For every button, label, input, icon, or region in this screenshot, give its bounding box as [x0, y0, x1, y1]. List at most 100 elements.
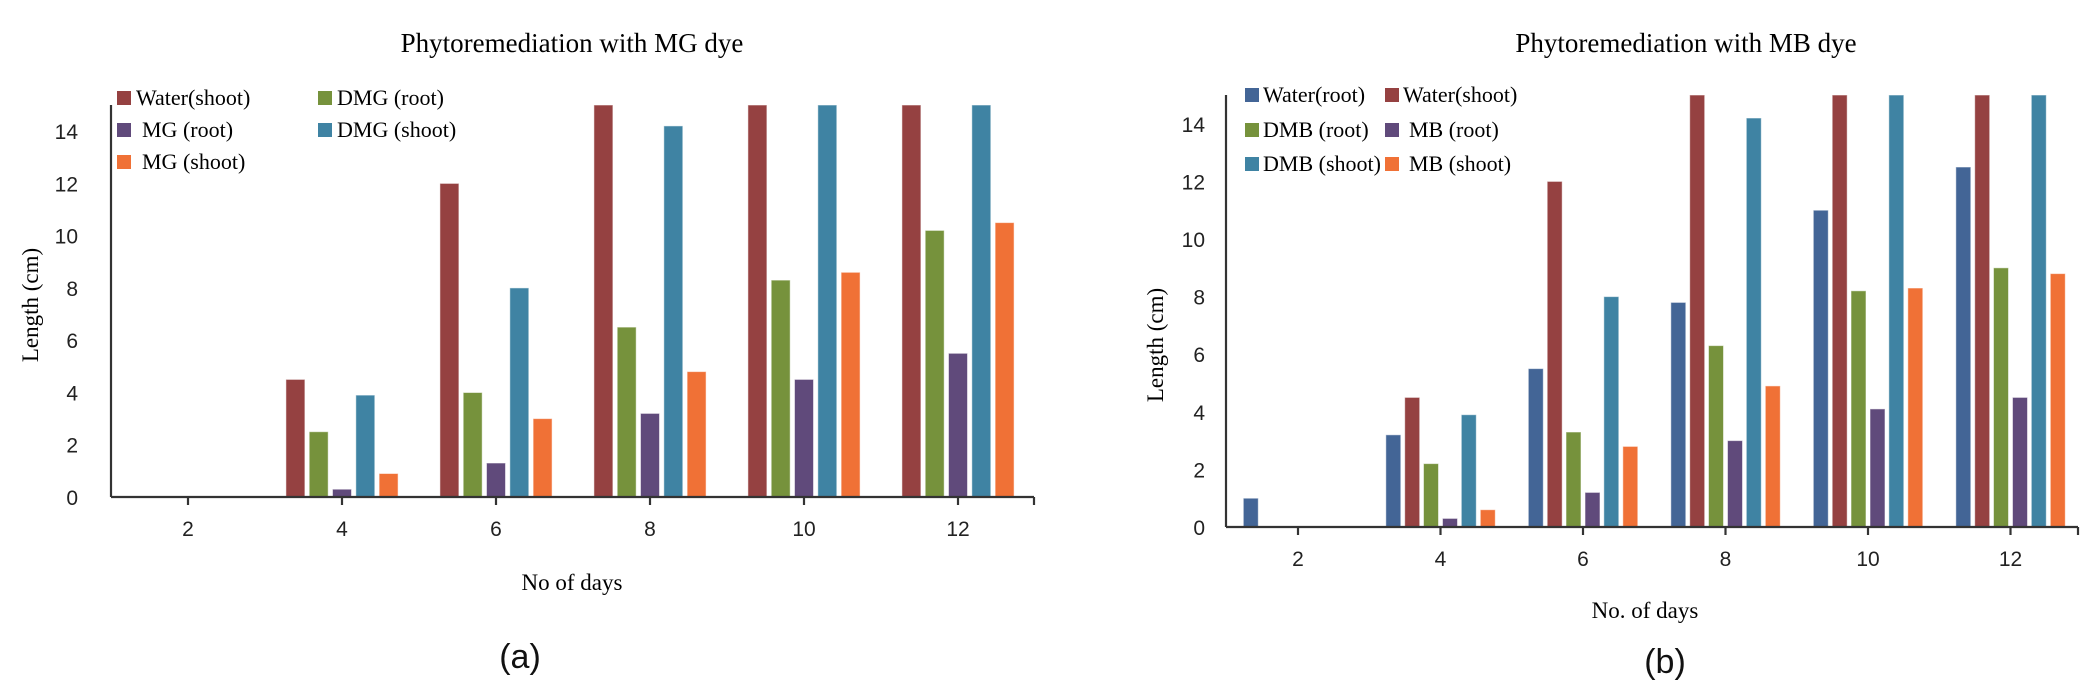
y-tick-label: 6: [1193, 344, 1205, 367]
bar-dmb-shoot-day-10: [1888, 94, 1905, 528]
legend-label: MG (shoot): [142, 149, 245, 174]
y-tick-labels: 0 2 4 6 8 10 12 14: [55, 121, 79, 510]
x-tick-label: 6: [490, 518, 502, 541]
y-axis-title: Length (cm): [18, 248, 43, 362]
legend-label: DMB (root): [1263, 117, 1369, 142]
bar-water-root-day-2: [1242, 497, 1259, 528]
legend-item: Water(shoot): [1385, 82, 1517, 107]
legend-label: DMG (shoot): [337, 117, 456, 142]
bar-water-shoot-day-12: [1974, 94, 1991, 528]
bar-mb-shoot-day-12: [2049, 273, 2066, 528]
bar-mb-shoot-day-10: [1907, 287, 1924, 528]
y-tick-labels: 0 2 4 6 8 10 12 14: [1182, 114, 1206, 540]
x-tick-label: 8: [644, 518, 656, 541]
legend: Water(root) Water(shoot) DMB (root) MB (roo…: [1245, 82, 1517, 176]
chart-mb-dye: Phytoremediation with MB dye Water(root)…: [1143, 28, 2080, 681]
legend-swatch: [318, 91, 332, 105]
bar-dmg-root-day-6: [462, 392, 483, 498]
bar-mg-shoot-day-6: [532, 418, 553, 498]
legend-item: MB (root): [1385, 117, 1499, 142]
y-tick-label: 12: [55, 173, 78, 196]
x-tick-label: 10: [1856, 548, 1879, 571]
bar-dmb-shoot-day-6: [1603, 296, 1620, 528]
panel-label: (a): [499, 638, 541, 676]
legend: Water(shoot) DMG (root) MG (root) DMG (shoo…: [117, 85, 456, 174]
legend-swatch: [1385, 123, 1399, 137]
legend-swatch: [1245, 123, 1259, 137]
legend-item: MG (shoot): [117, 149, 245, 174]
y-tick-label: 0: [1193, 517, 1205, 540]
y-tick-label: 2: [1193, 459, 1205, 482]
legend-swatch: [1385, 157, 1399, 171]
legend-label: Water(shoot): [136, 85, 250, 110]
bar-dmb-shoot-day-12: [2030, 94, 2047, 528]
bar-water-shoot-day-10: [1831, 94, 1848, 528]
panel-label: (b): [1644, 643, 1686, 681]
axes: [1224, 95, 2080, 535]
bar-mb-root-day-10: [1869, 408, 1886, 528]
x-tick-label: 8: [1720, 548, 1732, 571]
bar-mg-shoot-day-10: [840, 271, 861, 498]
y-tick-label: 8: [1193, 287, 1205, 310]
x-tick-labels: 2 4 6 8 10 12: [1292, 548, 2022, 571]
y-tick-label: 8: [66, 278, 78, 301]
bar-dmb-shoot-day-4: [1460, 414, 1477, 528]
bar-mg-root-day-4: [332, 488, 352, 498]
bar-mb-root-day-8: [1727, 440, 1743, 528]
legend-label: Water(root): [1263, 82, 1365, 107]
chart-mg-dye: Phytoremediation with MG dye Water(shoot…: [18, 28, 1036, 676]
bar-water-shoot-day-4: [285, 378, 306, 498]
legend-label: Water(shoot): [1403, 82, 1517, 107]
bar-dmb-root-day-8: [1708, 345, 1724, 528]
chart-title: Phytoremediation with MG dye: [401, 28, 744, 58]
legend-label: MG (root): [142, 117, 233, 142]
legend-label: MB (shoot): [1409, 151, 1511, 176]
bar-dmg-shoot-day-6: [509, 287, 530, 498]
legend-item: DMG (root): [318, 85, 444, 110]
x-tick-label: 6: [1577, 548, 1589, 571]
legend-item: MG (root): [117, 117, 233, 142]
bar-mg-shoot-day-4: [378, 473, 399, 498]
bar-dmg-root-day-8: [616, 326, 637, 498]
y-tick-label: 14: [55, 121, 79, 144]
legend-item: DMB (root): [1245, 117, 1369, 142]
bar-water-root-day-12: [1955, 166, 1972, 528]
bar-dmg-shoot-day-12: [971, 104, 992, 498]
legend-swatch: [117, 123, 131, 137]
bars: [1242, 94, 2066, 528]
bar-water-shoot-day-6: [439, 182, 460, 498]
legend-label: DMG (root): [337, 85, 444, 110]
bar-dmb-root-day-6: [1565, 431, 1582, 528]
bar-dmg-root-day-12: [924, 229, 945, 498]
bar-mg-root-day-6: [486, 462, 506, 498]
y-axis-title: Length (cm): [1143, 288, 1168, 402]
bar-water-shoot-day-8: [593, 104, 614, 498]
bar-water-shoot-day-12: [901, 104, 922, 498]
bar-mb-shoot-day-8: [1764, 385, 1781, 528]
x-tick-label: 4: [1435, 548, 1447, 571]
y-tick-label: 4: [66, 383, 78, 406]
bar-dmb-root-day-4: [1423, 463, 1439, 528]
bar-dmg-root-day-10: [770, 279, 791, 498]
y-tick-label: 2: [66, 435, 78, 458]
x-axis-title: No of days: [522, 570, 623, 595]
axes: [109, 105, 1036, 505]
bar-mb-root-day-12: [2012, 396, 2028, 528]
y-tick-label: 10: [55, 226, 78, 249]
x-axis-title: No. of days: [1592, 598, 1699, 623]
bar-dmg-shoot-day-10: [817, 104, 838, 498]
bar-mb-shoot-day-6: [1622, 445, 1639, 528]
x-tick-label: 2: [1292, 548, 1304, 571]
bar-water-shoot-day-4: [1404, 396, 1421, 528]
bar-water-root-day-6: [1527, 368, 1544, 528]
y-tick-label: 10: [1182, 229, 1205, 252]
bar-mb-shoot-day-4: [1479, 509, 1496, 528]
legend-item: Water(shoot): [117, 85, 250, 110]
bar-water-root-day-4: [1385, 434, 1402, 528]
legend-swatch: [318, 123, 332, 137]
bar-water-shoot-day-8: [1689, 94, 1706, 528]
x-tick-label: 12: [946, 518, 969, 541]
legend-swatch: [117, 155, 131, 169]
bar-mb-root-day-6: [1584, 491, 1601, 528]
